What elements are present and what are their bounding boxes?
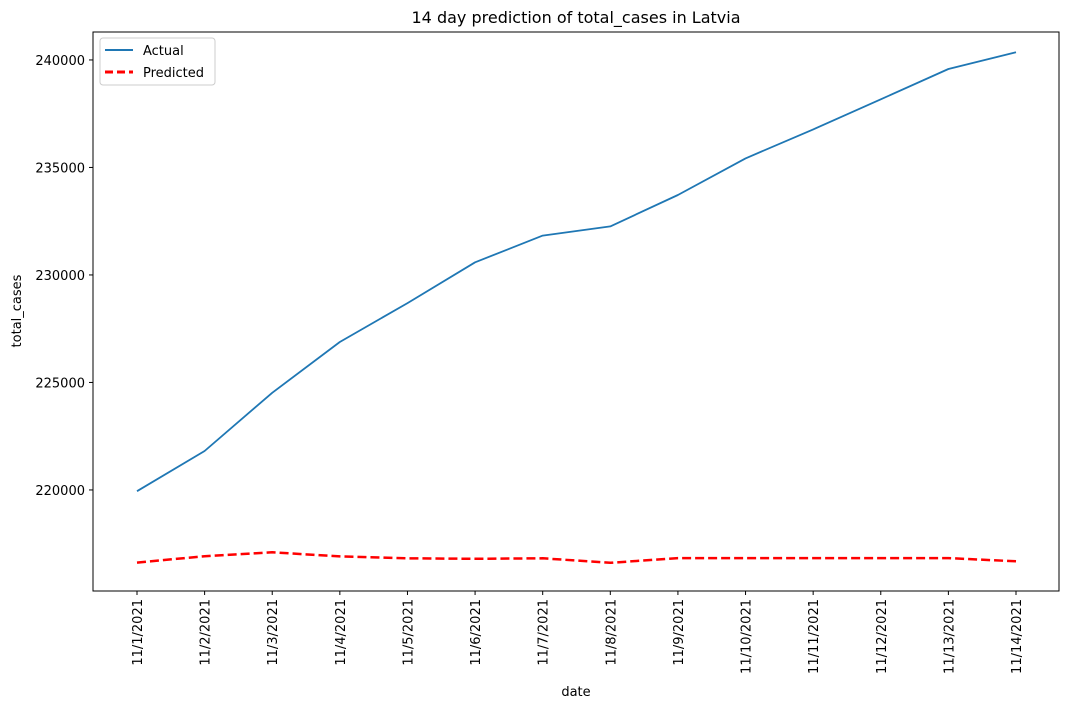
x-tick-label: 11/13/2021 [942,599,957,674]
x-tick-label: 11/6/2021 [469,599,484,666]
y-tick-label: 225000 [35,376,85,391]
series-line-actual [136,51,1017,492]
x-tick-label: 11/11/2021 [807,599,822,674]
legend-label-actual: Actual [143,44,184,59]
y-axis-label: total_cases [10,274,25,347]
x-tick-label: 11/14/2021 [1010,599,1025,674]
x-axis-label: date [561,685,590,700]
x-tick-label: 11/2/2021 [199,599,214,666]
x-tick-label: 11/3/2021 [266,599,281,666]
y-tick-label: 230000 [35,269,85,284]
x-tick-label: 11/5/2021 [401,599,416,666]
y-axis: 220000 225000 230000 235000 240000 [35,54,93,499]
x-tick-label: 11/12/2021 [875,599,890,674]
x-tick-label: 11/8/2021 [604,599,619,666]
y-tick-label: 220000 [35,484,85,499]
x-tick-label: 11/10/2021 [740,599,755,674]
x-tick-label: 11/9/2021 [672,599,687,666]
x-axis: 11/1/2021 11/2/2021 11/3/2021 11/4/2021 11/5… [131,591,1025,674]
legend-label-predicted: Predicted [143,66,204,81]
series-line-predicted [136,551,1017,565]
chart-title: 14 day prediction of total_cases in Latv… [412,8,741,28]
x-tick-label: 11/7/2021 [537,599,552,666]
x-tick-label: 11/1/2021 [131,599,146,666]
x-tick-label: 11/4/2021 [334,599,349,666]
legend: Actual Predicted [99,37,216,86]
plot-frame [92,31,1060,592]
plot-area [136,51,1017,565]
y-tick-label: 240000 [35,54,85,69]
y-tick-label: 235000 [35,161,85,176]
